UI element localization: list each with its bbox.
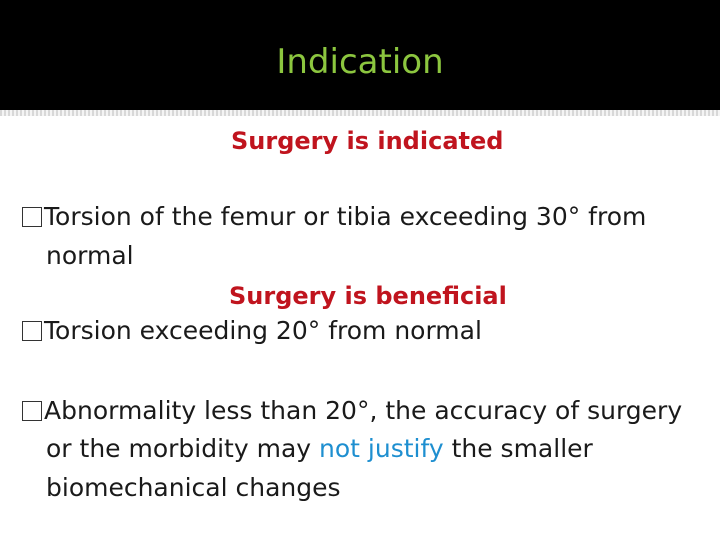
- title-divider: [0, 110, 720, 116]
- bullet-continuation: or the morbidity may not justify the sma…: [46, 434, 593, 464]
- slide-title: Indication: [276, 42, 444, 82]
- text-segment: the smaller: [443, 434, 593, 463]
- bullet-continuation: biomechanical changes: [46, 473, 341, 502]
- bullet-continuation: normal: [46, 241, 134, 270]
- bullet-marker-icon: [22, 207, 42, 227]
- bullet-torsion-20: Torsion exceeding 20° from normal: [22, 316, 482, 346]
- text-segment: or the morbidity may: [46, 434, 320, 463]
- bullet-marker-icon: [22, 321, 42, 341]
- bullet-abnormality: Abnormality less than 20°, the accuracy …: [22, 396, 682, 426]
- heading-surgery-indicated: Surgery is indicated: [231, 127, 504, 155]
- bullet-text: Abnormality less than 20°, the accuracy …: [44, 396, 683, 425]
- bullet-marker-icon: [22, 401, 42, 421]
- heading-surgery-beneficial: Surgery is beneficial: [229, 282, 507, 310]
- bullet-torsion-femur-tibia: Torsion of the femur or tibia exceeding …: [22, 202, 646, 232]
- bullet-text: Torsion of the femur or tibia exceeding …: [44, 202, 647, 231]
- bullet-text: Torsion exceeding 20° from normal: [44, 316, 482, 345]
- title-bar: Indication: [0, 0, 720, 110]
- highlight-not-justify: not justify: [319, 434, 444, 463]
